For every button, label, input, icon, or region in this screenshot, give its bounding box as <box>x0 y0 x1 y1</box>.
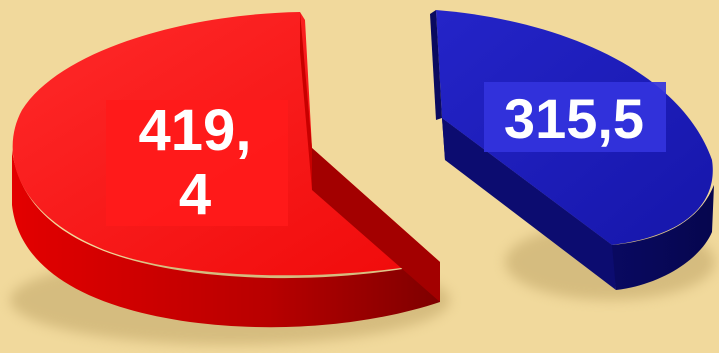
data-label-blue: 315,5 <box>484 82 666 152</box>
data-label-red: 419, 4 <box>106 98 288 227</box>
data-label-blue-text: 315,5 <box>504 87 644 150</box>
red-slice-side <box>12 150 440 328</box>
blue-slice-side <box>442 118 714 290</box>
data-label-red-line1: 419, <box>139 98 252 163</box>
red-slice-cut <box>300 12 312 190</box>
blue-slice-back-edge <box>430 10 442 120</box>
data-label-red-box <box>106 100 288 226</box>
red-slice-cut-front <box>312 148 440 302</box>
data-label-blue-box <box>484 82 666 152</box>
data-label-red-line2: 4 <box>179 162 211 227</box>
blue-slice-cut-front <box>442 118 616 290</box>
